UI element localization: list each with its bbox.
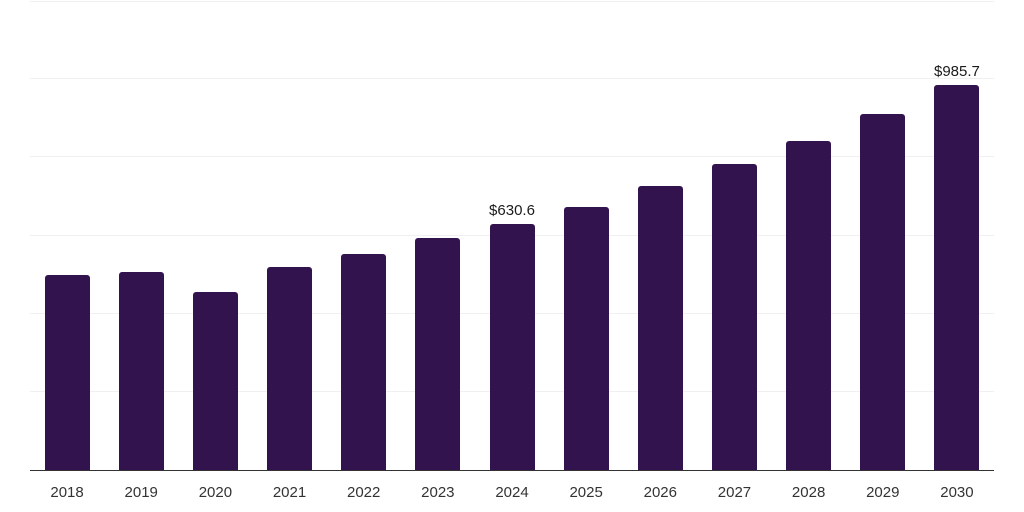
bar-2028 [786,140,832,470]
x-tick-label-2025: 2025 [569,484,603,501]
x-tick-label-2026: 2026 [643,484,677,501]
x-tick-label-2027: 2027 [717,484,752,501]
plot-area: $630.6 $985.7 [30,1,994,471]
bar-2027 [711,164,757,470]
x-tick-label-2030: 2030 [940,484,974,501]
bar-2030: $985.7 [934,63,980,470]
bar-2024: $630.6 [489,202,535,470]
bar-2023 [415,238,461,470]
x-tick-label-2018: 2018 [50,484,84,501]
x-tick-label-2028: 2028 [791,484,826,501]
x-tick-label-2021: 2021 [272,484,307,501]
data-label-2030: $985.7 [933,62,980,80]
bar-2025 [563,206,609,470]
x-axis: 2018 2019 2020 2021 2022 2023 2024 2025 2026 2027… [30,484,994,504]
x-tick-label-2022: 2022 [347,484,381,501]
x-tick-label-2023: 2023 [421,484,455,501]
x-tick-label-2024: 2024 [495,484,529,501]
data-label-2024: $630.6 [489,201,535,219]
x-tick-label-2019: 2019 [124,484,158,501]
gridline [30,1,994,2]
gridline [30,78,994,80]
bar-2022 [341,254,387,470]
bar-2020 [192,292,238,470]
bar-2021 [267,266,313,470]
gridline [30,156,994,158]
x-tick-label-2020: 2020 [198,484,233,501]
bar-2026 [637,186,683,470]
bar-2029 [860,114,906,470]
x-tick-label-2029: 2029 [866,484,900,501]
bar-2019 [118,271,164,470]
bar-2018 [44,274,90,470]
